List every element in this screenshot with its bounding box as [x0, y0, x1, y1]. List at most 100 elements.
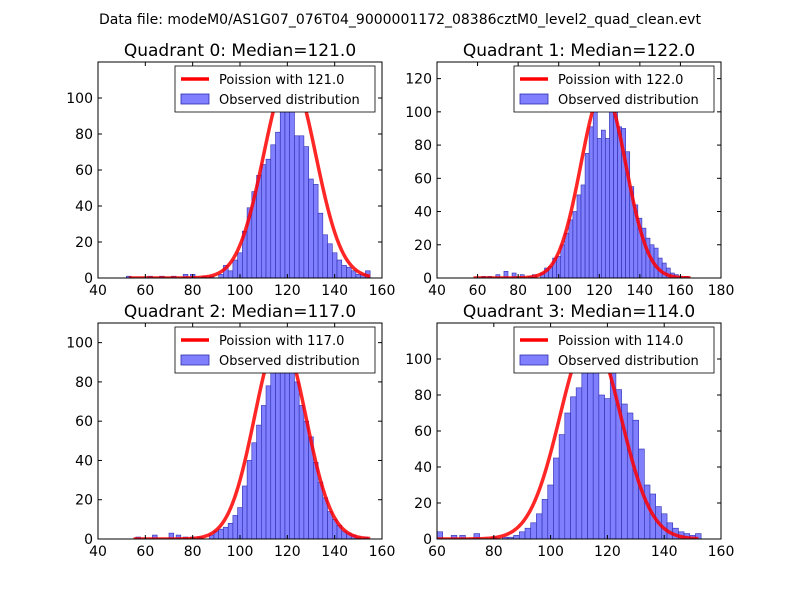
y-tick-label: 20 [414, 238, 432, 254]
subplot-quadrant-0: Quadrant 0: Median=121.0 40 60 80 100 120 140… [66, 41, 395, 299]
histogram-bar [513, 535, 520, 539]
legend-bar-label: Observed distribution [219, 354, 360, 369]
histogram-bar [275, 360, 281, 539]
x-tick-label: 160 [667, 283, 694, 299]
histogram-bar [294, 135, 300, 278]
axes-frame [436, 61, 722, 279]
legend: Poission with 117.0 Observed distribution [174, 326, 376, 374]
histogram-bar [596, 138, 602, 278]
histogram-bar [237, 507, 243, 539]
histogram-bar [350, 270, 357, 278]
histogram-bar [530, 522, 537, 539]
y-tick-label: 20 [75, 493, 93, 509]
histogram-bar [284, 101, 291, 278]
histogram-bar [275, 131, 281, 278]
histogram-bar [553, 457, 560, 539]
x-tick-label: 120 [274, 544, 301, 560]
histogram-bar [511, 272, 517, 278]
x-tick-label: 60 [428, 544, 446, 560]
y-tick-label: 0 [84, 532, 93, 548]
histogram-bar [298, 405, 305, 539]
y-tick-label: 100 [405, 105, 432, 121]
x-tick-label: 80 [485, 544, 503, 560]
y-tick-label: 80 [414, 388, 432, 404]
histogram-bar [303, 146, 309, 278]
histogram-bar [242, 485, 248, 539]
legend-curve-label: Poission with 117.0 [219, 334, 344, 349]
x-tick-label: 180 [708, 283, 735, 299]
histogram-bar [251, 442, 257, 539]
y-tick-label: 40 [75, 453, 93, 469]
y-tick-label: 100 [405, 352, 432, 368]
legend-bar-swatch [519, 93, 549, 105]
histogram-bar [341, 265, 347, 278]
x-tick-label: 100 [537, 544, 564, 560]
histogram-bar [598, 394, 605, 539]
y-tick-label: 40 [75, 199, 93, 215]
histogram-bar [588, 126, 594, 278]
y-tick-label: 100 [66, 336, 93, 352]
legend-curve-label: Poission with 122.0 [558, 73, 683, 88]
bar-series [437, 342, 702, 539]
histogram-bar [232, 515, 238, 539]
subplot-title: Quadrant 0: Median=121.0 [124, 41, 356, 61]
x-tick-label: 80 [184, 544, 202, 560]
x-tick-label: 160 [708, 544, 735, 560]
histogram-bar [503, 271, 509, 278]
x-tick-label: 80 [509, 283, 527, 299]
histogram-bar [547, 484, 554, 539]
histogram-bar [570, 396, 577, 539]
y-tick-label: 60 [414, 424, 432, 440]
x-tick-label: 40 [428, 283, 446, 299]
legend-bar-label: Observed distribution [558, 93, 699, 108]
histogram-bar [175, 534, 182, 539]
y-tick-label: 20 [414, 496, 432, 512]
histogram-bar [168, 532, 175, 539]
x-tick-label: 160 [369, 283, 396, 299]
histogram-bar [355, 274, 362, 278]
y-tick-label: 20 [75, 235, 93, 251]
histogram-bar [279, 361, 286, 539]
x-tick-label: 100 [545, 283, 572, 299]
histogram-bar [587, 353, 594, 539]
histogram-bar [303, 420, 309, 539]
histogram-bar [437, 531, 443, 539]
histogram-bar [473, 533, 480, 539]
subplot-title: Quadrant 2: Median=117.0 [124, 302, 356, 322]
legend: Poission with 121.0 Observed distribution [174, 65, 376, 113]
histogram-bar [308, 178, 314, 278]
histogram-bar [294, 381, 300, 539]
x-tick-label: 140 [626, 283, 653, 299]
histogram-bar [644, 484, 651, 539]
histogram-bar [270, 367, 276, 539]
histogram-bar [227, 270, 234, 278]
poisson-curve [128, 72, 371, 278]
histogram-bar [617, 126, 622, 278]
histogram-bar [568, 219, 574, 278]
histogram-bar [270, 144, 276, 278]
x-tick-label: 140 [651, 544, 678, 560]
legend-bar-swatch [519, 354, 549, 366]
subplot-quadrant-1: Quadrant 1: Median=122.0 40 60 80 100 120 140… [405, 41, 734, 299]
y-tick-label: 100 [66, 91, 93, 107]
histogram-bar [289, 369, 295, 539]
histogram-bar [584, 153, 590, 278]
histogram-bar [256, 424, 262, 539]
x-tick-label: 100 [227, 544, 254, 560]
histogram-bar [580, 184, 586, 278]
bar-series [481, 91, 689, 278]
legend: Poission with 122.0 Observed distribution [513, 65, 715, 113]
histogram-bar [524, 527, 532, 539]
histogram-bar [576, 194, 582, 278]
histogram-bar [695, 533, 702, 539]
histogram-bar [313, 184, 319, 278]
figure-suptitle: Data file: modeM0/AS1G07_076T04_90000011… [99, 12, 701, 28]
histogram-bar [223, 526, 229, 539]
legend-bar-label: Observed distribution [558, 354, 699, 369]
histogram-bar [246, 460, 253, 539]
histogram-bar [298, 135, 305, 278]
y-tick-label: 80 [75, 127, 93, 143]
legend: Poission with 114.0 Observed distribution [513, 326, 715, 374]
histogram-bar [218, 274, 224, 278]
subplot-quadrant-3: Quadrant 3: Median=114.0 60 80 100 120 140 16… [405, 302, 734, 560]
